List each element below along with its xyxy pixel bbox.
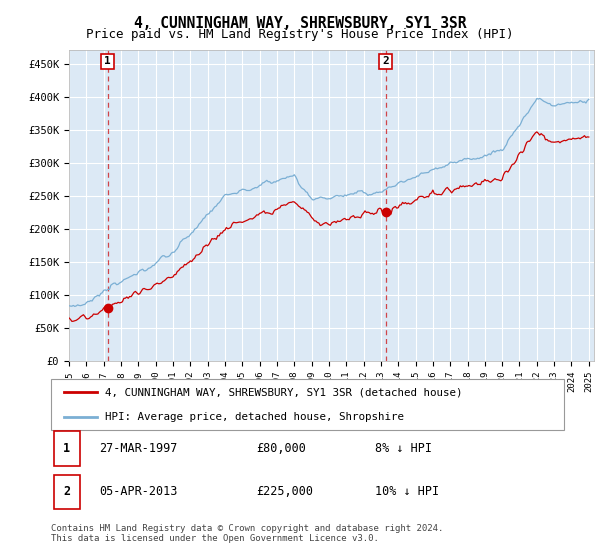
Text: 1: 1 [104, 56, 111, 66]
Text: 2: 2 [382, 56, 389, 66]
FancyBboxPatch shape [54, 431, 80, 466]
Text: 2: 2 [63, 486, 70, 498]
Text: £80,000: £80,000 [256, 442, 306, 455]
Text: 8% ↓ HPI: 8% ↓ HPI [375, 442, 432, 455]
FancyBboxPatch shape [54, 475, 80, 510]
Text: 1: 1 [63, 442, 70, 455]
Text: 05-APR-2013: 05-APR-2013 [100, 486, 178, 498]
Text: Price paid vs. HM Land Registry's House Price Index (HPI): Price paid vs. HM Land Registry's House … [86, 28, 514, 41]
Text: 10% ↓ HPI: 10% ↓ HPI [375, 486, 439, 498]
Text: 27-MAR-1997: 27-MAR-1997 [100, 442, 178, 455]
FancyBboxPatch shape [51, 379, 564, 430]
Text: 4, CUNNINGHAM WAY, SHREWSBURY, SY1 3SR: 4, CUNNINGHAM WAY, SHREWSBURY, SY1 3SR [134, 16, 466, 31]
Text: 4, CUNNINGHAM WAY, SHREWSBURY, SY1 3SR (detached house): 4, CUNNINGHAM WAY, SHREWSBURY, SY1 3SR (… [105, 388, 463, 398]
Text: £225,000: £225,000 [256, 486, 313, 498]
Text: HPI: Average price, detached house, Shropshire: HPI: Average price, detached house, Shro… [105, 412, 404, 422]
Text: Contains HM Land Registry data © Crown copyright and database right 2024.
This d: Contains HM Land Registry data © Crown c… [51, 524, 443, 543]
